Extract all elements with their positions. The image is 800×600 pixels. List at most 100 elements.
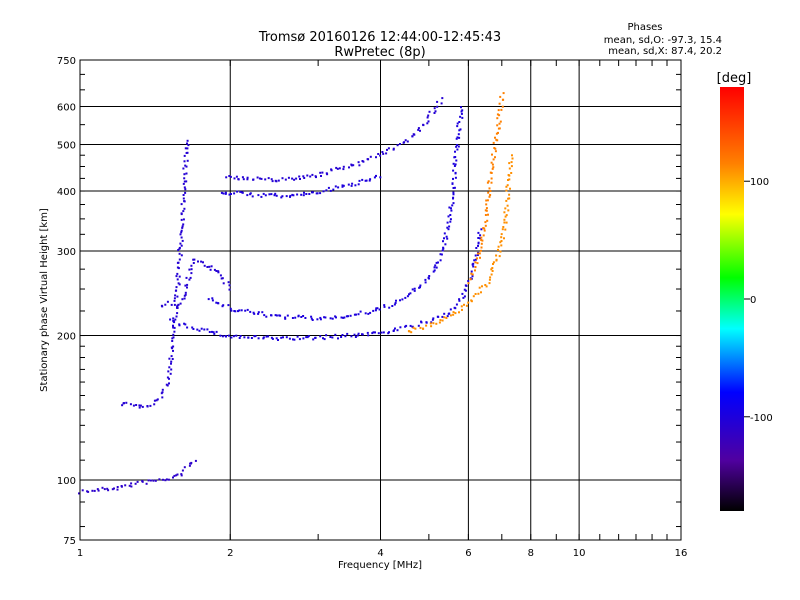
data-point (200, 327, 203, 330)
data-point (233, 192, 236, 195)
data-point (430, 325, 433, 328)
data-point (404, 139, 407, 142)
data-point (445, 235, 448, 238)
data-point (485, 199, 488, 202)
data-point (500, 244, 503, 247)
data-point (452, 177, 454, 180)
data-point (399, 143, 401, 145)
data-point (428, 277, 430, 280)
data-point (358, 164, 361, 167)
data-point (170, 360, 173, 363)
data-point (420, 320, 422, 323)
data-point (167, 370, 170, 373)
data-point (411, 135, 414, 138)
data-point (190, 264, 193, 267)
data-point (446, 237, 449, 240)
data-point (183, 160, 186, 163)
data-point (441, 319, 444, 322)
data-point (367, 334, 370, 337)
x-axis-ticks: 1 2 4 6 8 10 16 (77, 60, 687, 559)
x-tick-label: 4 (377, 548, 383, 559)
data-point (395, 299, 397, 302)
data-point (470, 277, 473, 280)
data-point (496, 124, 499, 127)
data-point (505, 185, 508, 188)
data-point (322, 337, 324, 340)
data-point (179, 242, 182, 245)
phases-heading: Phases (627, 22, 662, 33)
data-point (236, 190, 239, 193)
data-point (132, 404, 135, 407)
data-point (344, 335, 347, 338)
data-point (240, 309, 243, 312)
data-point (508, 162, 511, 165)
data-point (319, 316, 322, 319)
data-point (404, 296, 407, 299)
data-point (177, 303, 180, 306)
data-point (183, 186, 186, 189)
data-point (244, 309, 247, 312)
data-point (346, 332, 349, 335)
data-point (491, 163, 494, 166)
data-point (302, 315, 305, 317)
data-point (334, 333, 337, 336)
data-point (228, 175, 231, 177)
data-point (442, 246, 445, 249)
data-point (180, 244, 183, 247)
data-point (448, 206, 451, 209)
data-point (193, 258, 196, 261)
data-point (296, 335, 299, 338)
data-point (184, 191, 187, 194)
data-point (454, 307, 457, 310)
data-point (470, 272, 473, 275)
data-point (250, 337, 253, 339)
data-point (182, 218, 185, 221)
data-point (381, 151, 384, 153)
data-point (377, 332, 380, 335)
data-point (455, 145, 458, 148)
data-point (474, 293, 477, 295)
data-point (413, 289, 416, 292)
data-point (497, 131, 499, 134)
data-point (353, 333, 356, 336)
data-point (184, 284, 187, 287)
data-point (130, 482, 133, 485)
data-point (486, 219, 489, 222)
data-point (281, 195, 284, 198)
data-point (168, 357, 171, 360)
data-point (417, 128, 420, 131)
data-point (173, 330, 176, 333)
data-point (170, 355, 173, 358)
data-point (433, 266, 436, 269)
data-point (185, 165, 188, 168)
data-point (374, 309, 377, 312)
data-point (379, 154, 382, 157)
data-point (321, 171, 324, 174)
data-point (489, 194, 492, 196)
data-point (220, 277, 223, 280)
data-point (436, 105, 439, 108)
data-point (208, 331, 211, 333)
data-point (162, 478, 164, 481)
data-point (303, 177, 306, 179)
data-point (426, 122, 429, 125)
data-point (487, 180, 490, 183)
data-point (305, 336, 308, 339)
data-point (487, 213, 489, 216)
data-point (348, 166, 350, 169)
data-point (491, 167, 494, 170)
data-point (96, 488, 99, 491)
data-point (256, 176, 259, 179)
data-point (246, 176, 249, 179)
data-point (337, 337, 339, 340)
data-point (217, 271, 220, 274)
data-point (181, 239, 184, 242)
data-point (228, 193, 231, 196)
data-point (495, 132, 498, 135)
data-point (116, 488, 119, 491)
data-point (270, 336, 273, 339)
data-point (508, 174, 511, 177)
data-point (287, 176, 290, 179)
data-point (506, 184, 509, 187)
data-point (408, 293, 410, 296)
